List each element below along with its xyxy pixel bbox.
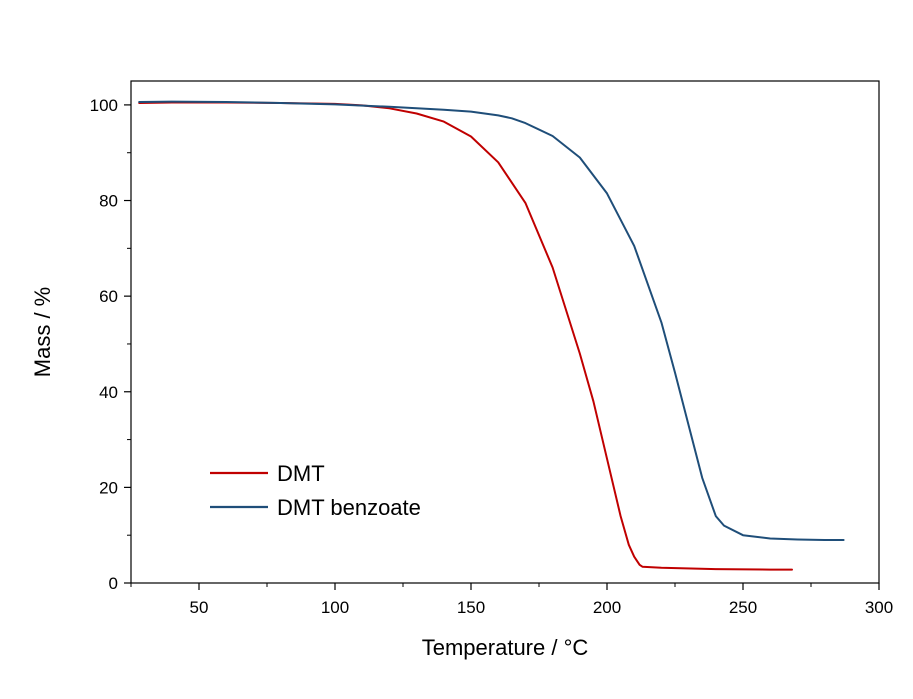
data-series [138, 100, 845, 571]
legend: DMT DMT benzoate [210, 461, 421, 520]
series-line-dmt [138, 101, 793, 571]
x-tick-label: 300 [865, 598, 893, 617]
y-tick-label: 100 [90, 96, 118, 115]
x-tick-label: 50 [190, 598, 209, 617]
y-tick-label: 40 [99, 383, 118, 402]
x-tick-label: 100 [321, 598, 349, 617]
axis-ticks: 50 100 150 200 250 300 0 20 40 60 80 100 [90, 96, 894, 617]
y-tick-label: 20 [99, 478, 118, 497]
y-tick-label: 60 [99, 287, 118, 306]
x-tick-label: 150 [457, 598, 485, 617]
legend-label-dmt-benzoate: DMT benzoate [277, 495, 421, 520]
legend-label-dmt: DMT [277, 461, 325, 486]
y-axis-title: Mass / % [30, 287, 55, 377]
x-axis-title: Temperature / °C [422, 635, 589, 660]
y-tick-label: 0 [109, 574, 118, 593]
x-tick-label: 250 [729, 598, 757, 617]
y-tick-label: 80 [99, 192, 118, 211]
plot-frame [130, 80, 880, 584]
series-line-dmt-benzoate [138, 100, 845, 541]
x-tick-label: 200 [593, 598, 621, 617]
